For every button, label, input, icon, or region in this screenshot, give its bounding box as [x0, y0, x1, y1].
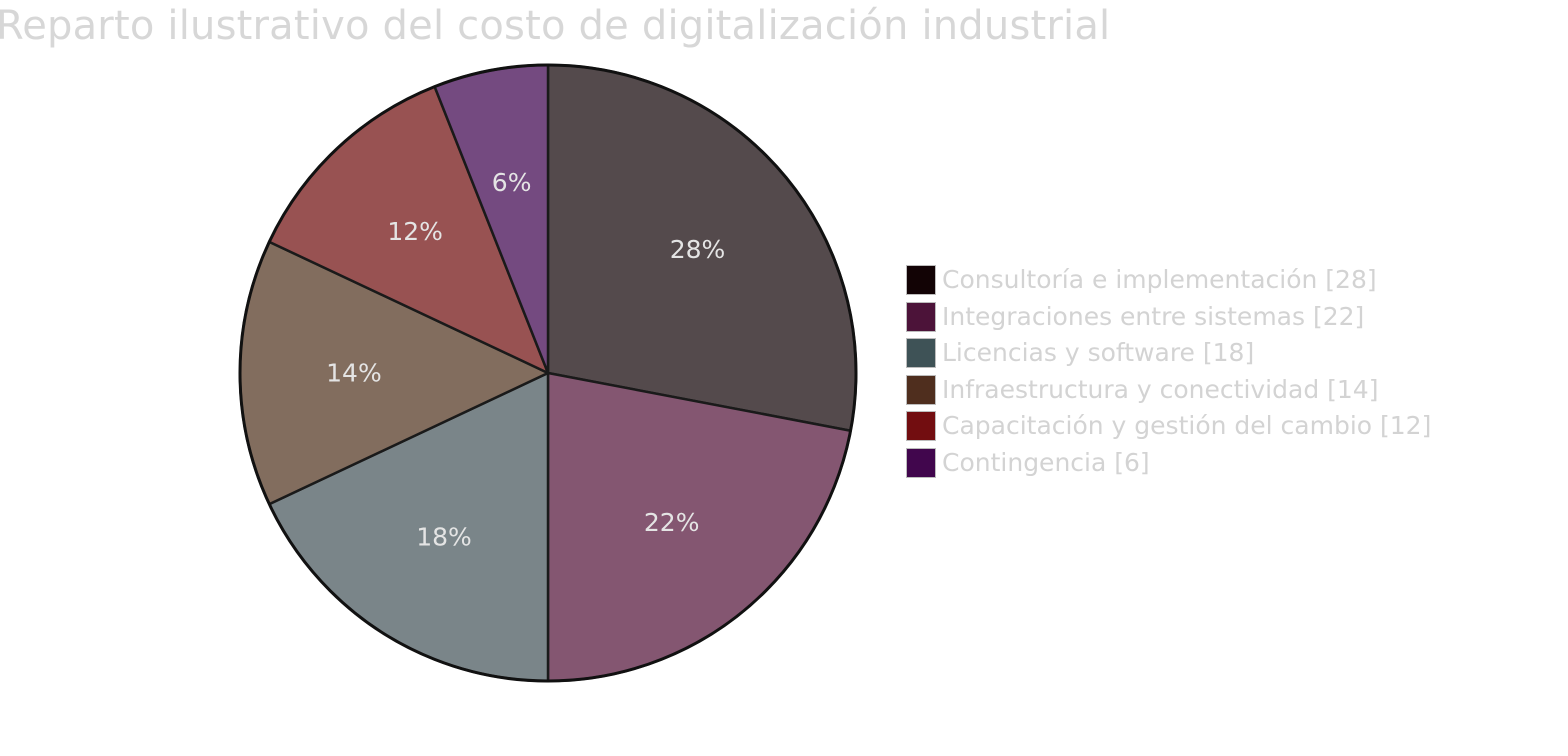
- legend-item: Licencias y software [18]: [906, 335, 1431, 372]
- legend: Consultoría e implementación [28] Integra…: [906, 262, 1431, 481]
- legend-swatch: [906, 411, 936, 442]
- pie-slice-label: 22%: [644, 508, 700, 537]
- legend-swatch: [906, 338, 936, 369]
- chart-title: Reparto ilustrativo del costo de digital…: [0, 3, 1111, 49]
- legend-item: Capacitación y gestión del cambio [12]: [906, 408, 1431, 445]
- pie-slice-label: 12%: [387, 217, 443, 246]
- legend-label: Consultoría e implementación [28]: [942, 265, 1377, 295]
- legend-label: Licencias y software [18]: [942, 338, 1255, 368]
- legend-swatch: [906, 301, 936, 332]
- pie-outline: [238, 63, 858, 683]
- legend-item: Contingencia [6]: [906, 445, 1431, 482]
- legend-swatch: [906, 374, 936, 405]
- legend-label: Contingencia [6]: [942, 447, 1150, 477]
- pie-slice-label: 28%: [670, 235, 726, 264]
- legend-label: Capacitación y gestión del cambio [12]: [942, 411, 1432, 441]
- legend-label: Integraciones entre sistemas [22]: [942, 301, 1365, 331]
- legend-label: Infraestructura y conectividad [14]: [942, 374, 1379, 404]
- pie-slice-label: 18%: [416, 522, 472, 551]
- legend-item: Infraestructura y conectividad [14]: [906, 372, 1431, 409]
- legend-swatch: [906, 265, 936, 296]
- legend-item: Integraciones entre sistemas [22]: [906, 299, 1431, 336]
- pie-slice-labels: 28% 22% 18% 14% 12% 6%: [326, 168, 725, 551]
- pie-slice-label: 6%: [492, 168, 532, 197]
- pie-slice-label: 14%: [326, 359, 382, 388]
- legend-item: Consultoría e implementación [28]: [906, 262, 1431, 299]
- legend-swatch: [906, 447, 936, 478]
- pie-slices: [238, 63, 858, 683]
